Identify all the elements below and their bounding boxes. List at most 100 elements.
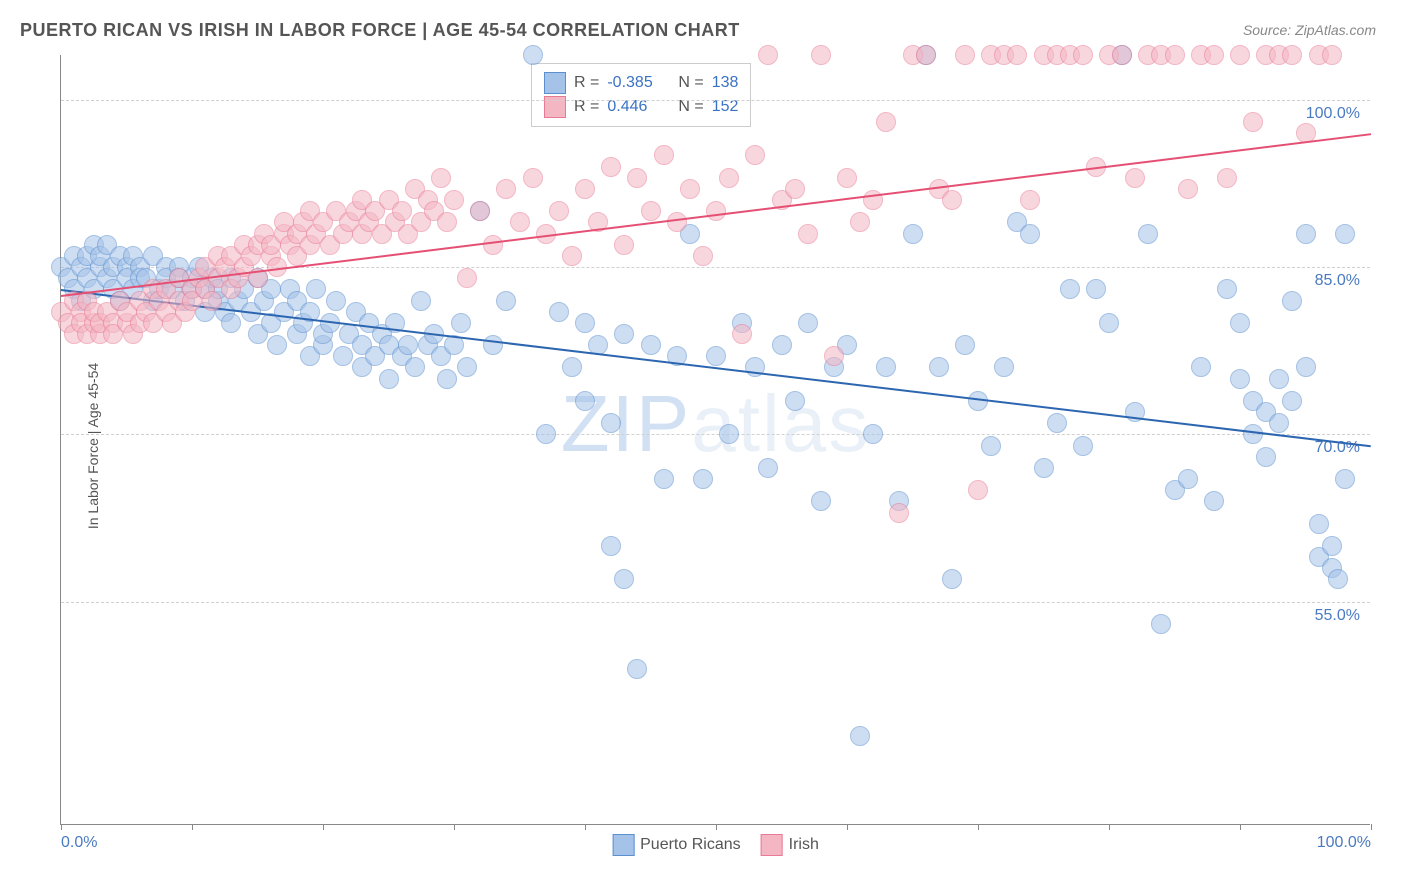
- xtick: [454, 824, 455, 830]
- data-point: [1296, 224, 1316, 244]
- data-point: [221, 313, 241, 333]
- data-point: [575, 313, 595, 333]
- gridline: [61, 100, 1370, 101]
- series-legend: Puerto Ricans Irish: [612, 834, 819, 856]
- data-point: [1335, 224, 1355, 244]
- data-point: [1282, 45, 1302, 65]
- gridline: [61, 602, 1370, 603]
- data-point: [758, 458, 778, 478]
- data-point: [667, 212, 687, 232]
- data-point: [785, 179, 805, 199]
- data-point: [654, 145, 674, 165]
- data-point: [306, 279, 326, 299]
- data-point: [1269, 369, 1289, 389]
- data-point: [1020, 190, 1040, 210]
- data-point: [1230, 369, 1250, 389]
- data-point: [745, 145, 765, 165]
- data-point: [457, 357, 477, 377]
- plot-area: ZIPatlas R =-0.385N =138R =0.446N =152 P…: [60, 55, 1370, 825]
- data-point: [1296, 357, 1316, 377]
- data-point: [1243, 112, 1263, 132]
- legend-r-label: R =: [574, 98, 599, 116]
- data-point: [510, 212, 530, 232]
- trendline: [61, 133, 1371, 297]
- stats-legend: R =-0.385N =138R =0.446N =152: [531, 63, 751, 127]
- data-point: [863, 424, 883, 444]
- legend-r-label: R =: [574, 74, 599, 92]
- data-point: [483, 335, 503, 355]
- data-point: [1322, 536, 1342, 556]
- data-point: [1230, 45, 1250, 65]
- data-point: [437, 212, 457, 232]
- data-point: [1191, 357, 1211, 377]
- data-point: [601, 536, 621, 556]
- data-point: [811, 491, 831, 511]
- xtick: [61, 824, 62, 830]
- data-point: [719, 168, 739, 188]
- ytick-label: 85.0%: [1315, 272, 1360, 290]
- data-point: [411, 291, 431, 311]
- data-point: [1151, 614, 1171, 634]
- data-point: [1243, 424, 1263, 444]
- xtick: [323, 824, 324, 830]
- data-point: [1335, 469, 1355, 489]
- data-point: [437, 369, 457, 389]
- xtick: [847, 824, 848, 830]
- data-point: [994, 357, 1014, 377]
- data-point: [706, 346, 726, 366]
- data-point: [562, 246, 582, 266]
- data-point: [601, 157, 621, 177]
- data-point: [562, 357, 582, 377]
- data-point: [1086, 279, 1106, 299]
- data-point: [1165, 45, 1185, 65]
- data-point: [1217, 168, 1237, 188]
- data-point: [824, 346, 844, 366]
- data-point: [379, 369, 399, 389]
- data-point: [1309, 514, 1329, 534]
- data-point: [549, 201, 569, 221]
- xtick: [716, 824, 717, 830]
- data-point: [889, 503, 909, 523]
- data-point: [523, 45, 543, 65]
- data-point: [1047, 413, 1067, 433]
- data-point: [1282, 291, 1302, 311]
- data-point: [811, 45, 831, 65]
- legend-n-value: 152: [712, 98, 739, 116]
- legend-n-label: N =: [678, 74, 703, 92]
- xtick-label: 100.0%: [1317, 834, 1371, 852]
- data-point: [614, 324, 634, 344]
- data-point: [1269, 413, 1289, 433]
- data-point: [850, 726, 870, 746]
- legend-swatch: [612, 834, 634, 856]
- legend-r-value: -0.385: [607, 74, 662, 92]
- data-point: [333, 346, 353, 366]
- xtick: [1109, 824, 1110, 830]
- data-point: [536, 424, 556, 444]
- data-point: [405, 357, 425, 377]
- ytick-label: 55.0%: [1315, 607, 1360, 625]
- xtick: [585, 824, 586, 830]
- data-point: [955, 45, 975, 65]
- watermark-light: atlas: [691, 379, 870, 468]
- data-point: [654, 469, 674, 489]
- data-point: [1020, 224, 1040, 244]
- legend-item: Irish: [761, 834, 819, 856]
- data-point: [876, 112, 896, 132]
- data-point: [680, 179, 700, 199]
- data-point: [398, 335, 418, 355]
- data-point: [627, 659, 647, 679]
- data-point: [549, 302, 569, 322]
- data-point: [267, 335, 287, 355]
- data-point: [850, 212, 870, 232]
- data-point: [876, 357, 896, 377]
- legend-label: Puerto Ricans: [640, 836, 741, 854]
- data-point: [1034, 458, 1054, 478]
- data-point: [1178, 179, 1198, 199]
- data-point: [1099, 313, 1119, 333]
- legend-n-label: N =: [678, 98, 703, 116]
- data-point: [942, 569, 962, 589]
- data-point: [1007, 45, 1027, 65]
- data-point: [575, 179, 595, 199]
- data-point: [457, 268, 477, 288]
- legend-swatch: [544, 72, 566, 94]
